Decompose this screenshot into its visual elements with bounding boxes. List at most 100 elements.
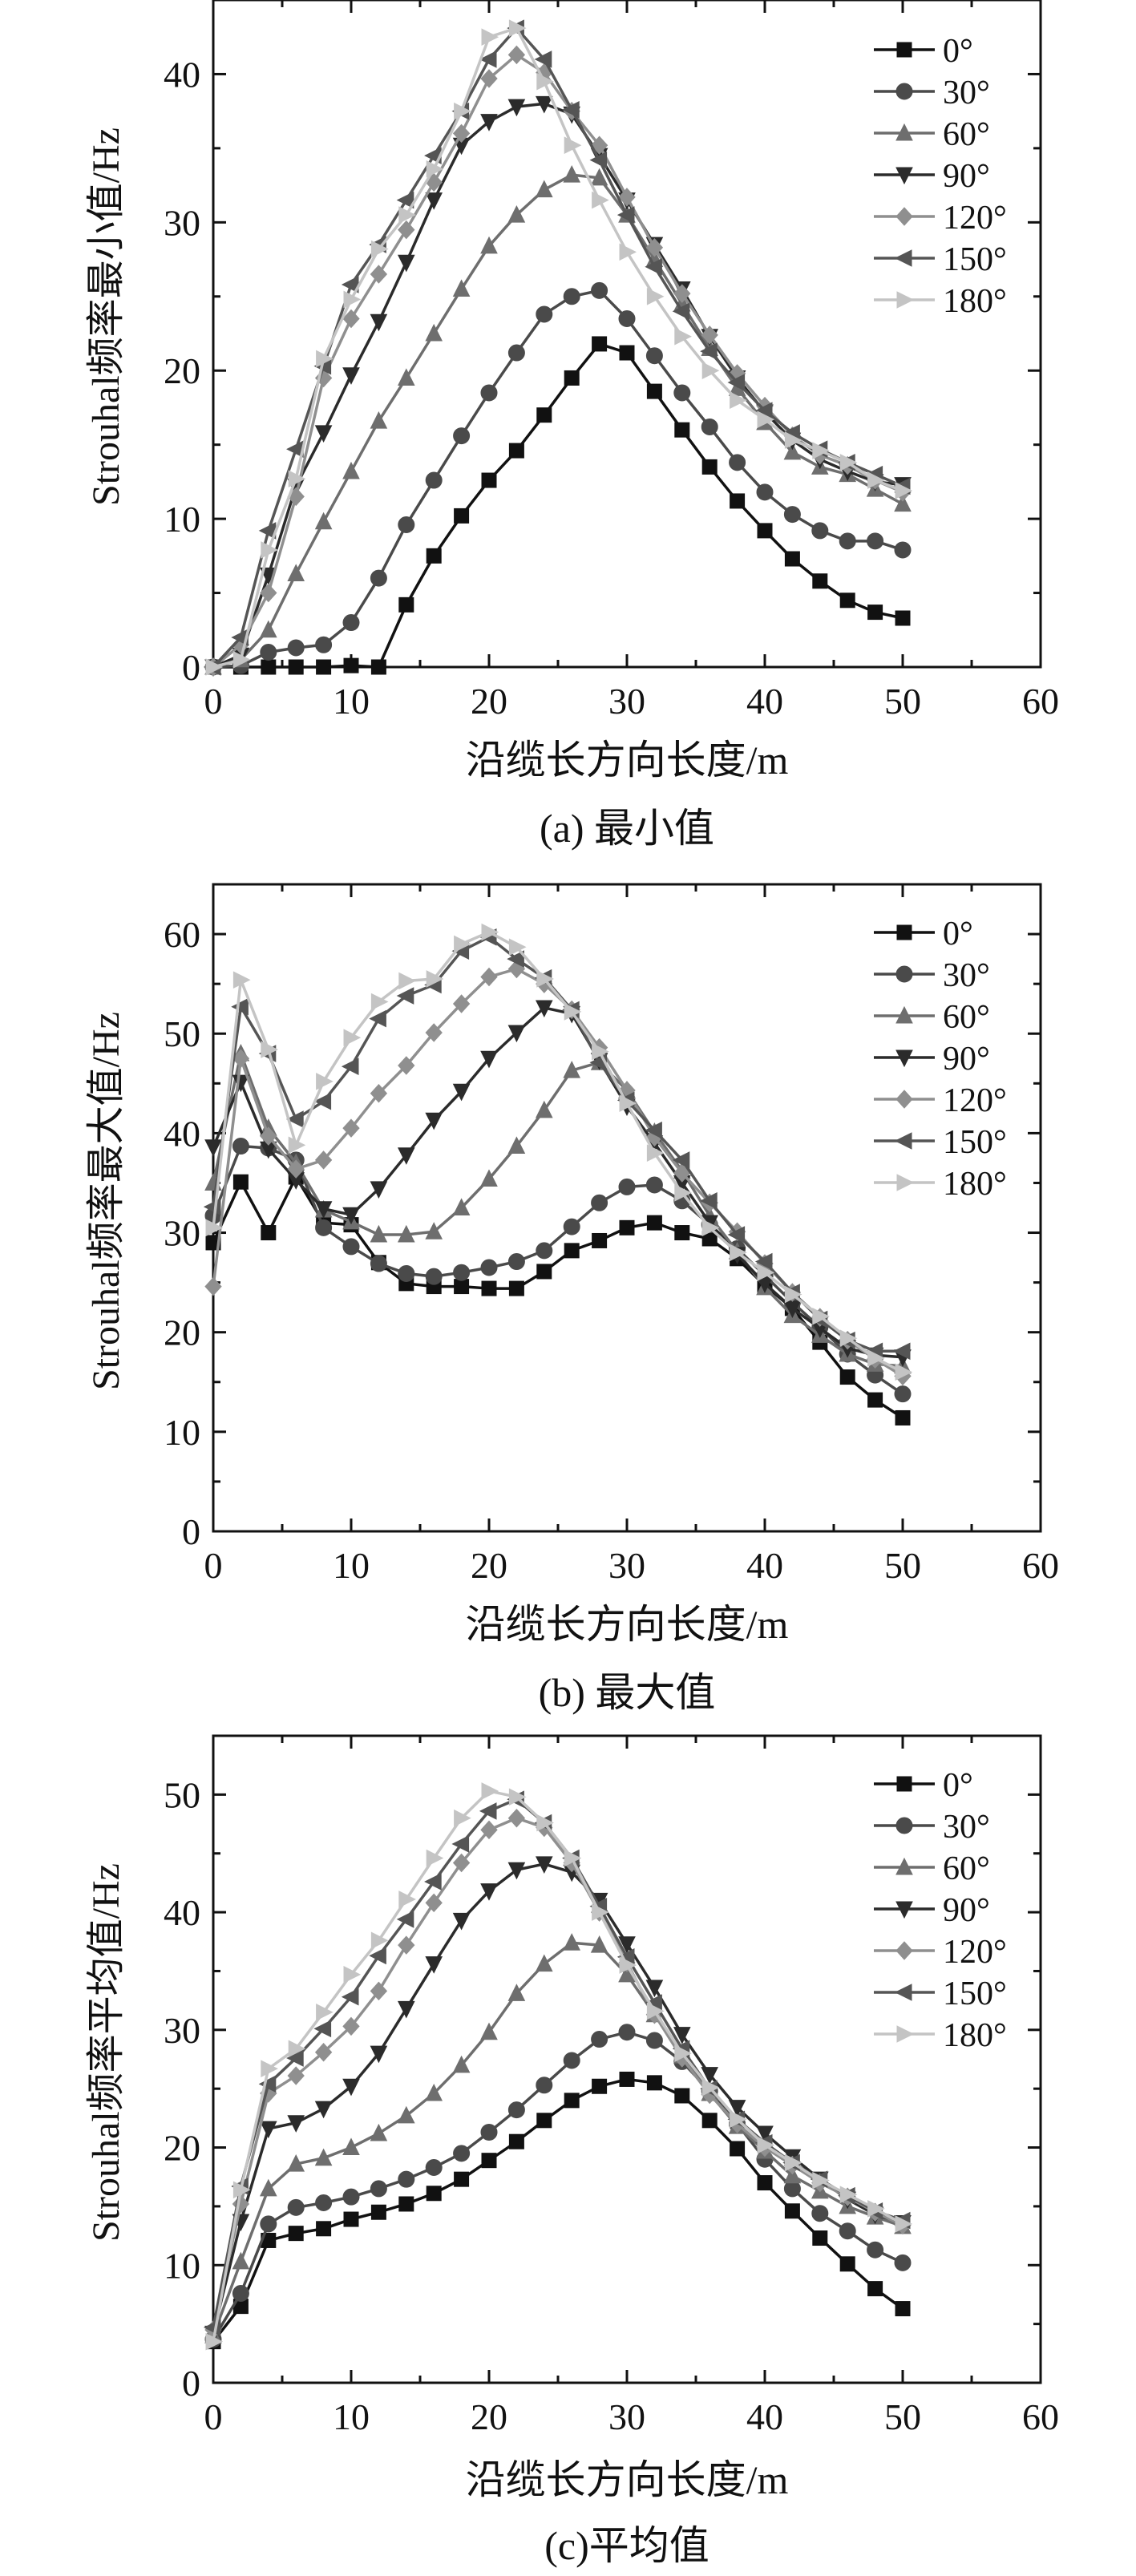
series-180° [205,1782,913,2351]
data-point [590,135,608,155]
data-point [343,657,359,673]
data-point [232,1138,249,1155]
data-point [341,1057,359,1076]
data-point [894,1385,912,1403]
data-point [370,2204,386,2220]
data-point [730,2110,747,2129]
data-point [288,659,304,675]
data-point [784,431,802,449]
data-point [535,1100,553,1118]
x-tick-label: 30 [608,2396,645,2437]
data-point [564,136,582,155]
data-point [258,2075,277,2093]
series-line [212,173,904,669]
data-point [536,1242,553,1260]
data-point [369,1009,386,1028]
legend-item: 180° [874,283,1007,320]
data-point [674,2088,690,2104]
x-tick-label: 20 [471,1545,507,1586]
legend-item: 60° [874,116,990,153]
legend-marker [895,1049,913,1068]
data-point [563,1218,580,1235]
x-tick-label: 20 [471,681,507,722]
legend-item: 180° [874,2017,1007,2054]
data-point [645,347,663,365]
data-point [673,2027,691,2044]
data-point [592,336,608,352]
legend-label: 90° [943,158,990,195]
data-point [757,1264,775,1282]
data-point [287,1159,305,1179]
x-tick-label: 50 [884,681,921,722]
plot-frame [212,883,1042,1533]
data-point [618,1936,636,1954]
data-point [700,1192,718,1210]
y-tick-label: 30 [164,202,200,243]
panel-b: 0 10 20 30 40 50 60 0 10 20 30 40 50 60 0° 30° 60° 90° 12… [85,883,1059,1715]
data-point [892,1342,911,1361]
legend-label: 90° [943,1892,990,1929]
data-point [314,1151,333,1170]
data-point [563,165,581,183]
data-point [619,2071,635,2087]
data-point [261,541,278,559]
data-point [480,967,498,987]
y-axis-label: Strouhal频率平均值/Hz [85,1863,127,2242]
legend-label: 120° [943,1082,1007,1119]
y-tick-label: 0 [182,2363,200,2404]
data-point [316,2221,332,2237]
data-point [895,2301,911,2317]
data-point [288,2040,306,2058]
data-point [535,1954,553,1972]
data-point [563,1933,581,1951]
series-line [212,26,904,669]
data-point [425,192,443,210]
data-point [480,69,498,88]
data-point [454,2171,470,2187]
data-point [867,2200,885,2218]
data-point [342,2188,360,2206]
data-point [426,970,444,988]
data-point [508,19,527,37]
data-point [894,541,912,559]
data-point [452,2055,471,2073]
data-point [757,2175,773,2191]
data-point [370,1181,388,1199]
x-tick-label: 40 [746,2396,783,2437]
data-point [480,2123,498,2141]
data-point [535,1000,553,1018]
data-point [507,950,524,968]
data-point [895,1409,911,1425]
data-point [645,257,662,276]
legend-item: 30° [874,75,990,111]
legend-item: 90° [874,158,990,195]
data-point [316,1073,334,1090]
data-point [480,114,498,131]
legend-label: 150° [943,1124,1007,1161]
data-point [397,368,415,386]
data-point [342,461,360,479]
data-point [646,287,665,305]
data-point [701,418,718,435]
data-point [617,206,635,224]
data-point [674,2044,692,2062]
data-point [314,2042,333,2062]
data-point [756,483,774,501]
series-180° [205,923,913,1381]
panel-caption: (a) 最小值 [540,806,714,851]
data-point [564,2093,580,2109]
plot-frame [212,0,1042,669]
data-point [811,522,829,540]
data-point [536,1264,552,1280]
data-point [370,313,388,332]
data-point [784,1285,802,1304]
legend-item: 0° [874,1767,973,1804]
series-30° [204,2024,912,2348]
data-point [480,2022,498,2040]
data-point [398,1891,416,1908]
data-point [507,1136,526,1155]
data-point [315,636,333,653]
data-point [508,443,524,459]
data-point [619,243,637,261]
legend-label: 180° [943,2017,1007,2054]
